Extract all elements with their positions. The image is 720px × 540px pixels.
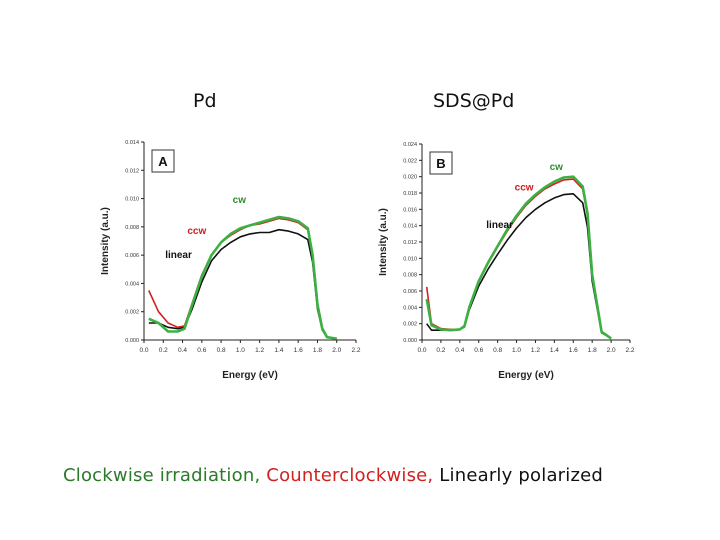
y-tick-label: 0.002: [403, 322, 417, 328]
annotation-linear: linear: [486, 220, 513, 231]
y-axis-label: Intensity (a.u.): [378, 208, 389, 276]
x-tick-label: 2.0: [332, 347, 341, 354]
y-tick-label: 0.000: [125, 338, 139, 344]
y-tick-label: 0.004: [125, 281, 139, 287]
x-tick-label: 1.0: [236, 347, 245, 354]
annotation-ccw: ccw: [515, 183, 534, 194]
x-tick-label: 1.8: [313, 347, 322, 354]
annotation-ccw: ccw: [187, 226, 206, 237]
caption-counterclockwise: Counterclockwise,: [266, 465, 434, 486]
series-line-cw: [425, 175, 612, 340]
y-axis-label: Intensity (a.u.): [100, 207, 111, 275]
y-tick-label: 0.024: [403, 142, 417, 148]
y-tick-label: 0.004: [403, 305, 417, 311]
y-tick-label: 0.000: [403, 338, 417, 344]
y-tick-label: 0.018: [403, 191, 417, 197]
caption-clockwise: Clockwise irradiation,: [63, 465, 261, 486]
chart-title-pd: Pd: [193, 90, 217, 112]
x-tick-label: 1.4: [274, 347, 283, 354]
x-tick-label: 2.2: [351, 347, 360, 354]
annotation-linear: linear: [165, 250, 192, 261]
x-tick-label: 2.2: [625, 347, 634, 354]
annotation-cw: cw: [233, 195, 247, 206]
y-tick-label: 0.002: [125, 310, 139, 316]
x-tick-label: 0.6: [474, 347, 483, 354]
y-tick-label: 0.010: [403, 256, 417, 262]
x-axis-label: Energy (eV): [222, 370, 278, 381]
x-tick-label: 0.8: [493, 347, 502, 354]
panel-label: B: [436, 156, 445, 171]
x-tick-label: 0.2: [159, 347, 168, 354]
x-tick-label: 0.2: [436, 347, 445, 354]
caption-linear: Linearly polarized: [439, 465, 604, 486]
y-tick-label: 0.022: [403, 158, 417, 164]
y-tick-label: 0.014: [125, 140, 139, 146]
series-line-cw: [148, 215, 337, 340]
x-tick-label: 0.0: [139, 347, 148, 354]
series-line-linear: [148, 228, 337, 340]
x-tick-label: 2.0: [607, 347, 616, 354]
x-tick-label: 1.0: [512, 347, 521, 354]
y-tick-label: 0.008: [403, 273, 417, 279]
legend-caption: Clockwise irradiation, Counterclockwise,…: [63, 465, 603, 486]
x-tick-label: 0.0: [417, 347, 426, 354]
y-tick-label: 0.012: [403, 240, 417, 246]
panel-label-box: [429, 151, 453, 175]
x-tick-label: 1.2: [531, 347, 540, 354]
spectrum-chart-b: 0.000 0.002 0.004 0.006 0.008 0.010 0.012 0.014…: [378, 142, 635, 381]
x-tick-label: 1.6: [569, 347, 578, 354]
y-tick-label: 0.006: [125, 253, 139, 259]
y-tick-label: 0.016: [403, 207, 417, 213]
y-tick-label: 0.006: [403, 289, 417, 295]
spectrum-chart-a: 0.000 0.002 0.004 0.006 0.008 0.010 0.012 0.014…: [100, 140, 361, 381]
y-tick-label: 0.020: [403, 175, 417, 181]
x-axis-label: Energy (eV): [498, 370, 554, 381]
x-tick-label: 0.4: [178, 347, 187, 354]
chart-title-sds-pd: SDS@Pd: [433, 90, 515, 112]
annotation-cw: cw: [550, 162, 564, 173]
x-tick-label: 1.6: [294, 347, 303, 354]
y-tick-label: 0.008: [125, 225, 139, 231]
panel-label: A: [158, 154, 168, 169]
x-tick-label: 0.8: [217, 347, 226, 354]
x-tick-label: 0.6: [197, 347, 206, 354]
y-tick-label: 0.014: [403, 224, 417, 230]
y-tick-label: 0.012: [125, 168, 139, 174]
x-tick-label: 1.4: [550, 347, 559, 354]
x-tick-label: 1.8: [588, 347, 597, 354]
y-tick-label: 0.010: [125, 197, 139, 203]
x-tick-label: 1.2: [255, 347, 264, 354]
x-tick-label: 0.4: [455, 347, 464, 354]
panel-label-box: [151, 149, 175, 173]
